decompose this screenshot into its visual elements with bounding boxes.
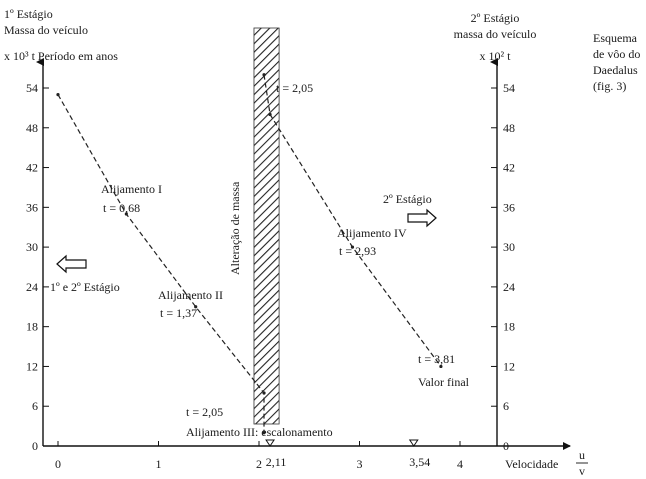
- x-axis-marker-triangle: [408, 439, 419, 447]
- right-axis-tick-label: 42: [503, 161, 515, 175]
- series-1-point: [56, 93, 60, 97]
- series-1-point: [124, 212, 128, 216]
- annotation-jettison-2-time: t = 1,37: [160, 306, 197, 320]
- annotation-staging-top-time: t = 2,05: [276, 81, 313, 95]
- left-axis-tick-label: 54: [26, 81, 38, 95]
- left-arrow-label: 1º e 2º Estágio: [50, 280, 120, 294]
- left-axis-title-line3: x 10³ t Período em anos: [4, 49, 118, 63]
- annotation-final-title: Valor final: [418, 375, 470, 389]
- x-axis-tick-label: 4: [457, 457, 463, 471]
- annotation-final-time: t = 3,81: [418, 352, 455, 366]
- right-axis-tick-label: 18: [503, 320, 515, 334]
- right-axis-tick-label: 36: [503, 200, 515, 214]
- side-caption-line1: Esquema: [593, 31, 638, 45]
- right-arrow-label: 2º Estágio: [383, 192, 432, 206]
- x-axis-tick-label: 1: [156, 457, 162, 471]
- left-axis-title-line2: Massa do veículo: [4, 23, 88, 37]
- right-arrow-icon: [407, 208, 437, 228]
- right-axis-title-line3: x 10² t: [480, 49, 512, 63]
- left-arrow-icon: [56, 254, 87, 274]
- series-1-point: [262, 431, 266, 435]
- series-2-point: [439, 364, 443, 369]
- right-axis-tick-label: 48: [503, 121, 515, 135]
- x-axis-marker-label: 2,11: [266, 455, 287, 469]
- series-1-point: [262, 391, 266, 395]
- side-caption-line3: Daedalus: [593, 63, 638, 77]
- x-axis-tick-label: 0: [55, 457, 61, 471]
- x-axis-label-numerator: u: [579, 448, 585, 462]
- series-line-1: [57, 94, 265, 433]
- x-axis-marker-label: 3,54: [409, 455, 430, 469]
- annotation-jettison-3-time: t = 2,05: [186, 405, 223, 419]
- x-axis-tick-label: 2: [256, 457, 262, 471]
- x-axis-label: Velocidade: [505, 457, 558, 471]
- x-axis-label-denominator: v: [579, 464, 585, 478]
- x-axis-marker-triangle: [265, 439, 275, 447]
- x-axis-tick-label: 3: [357, 457, 363, 471]
- left-axis-tick-label: 48: [26, 121, 38, 135]
- left-axis-tick-label: 30: [26, 240, 38, 254]
- right-axis-tick-label: 0: [503, 439, 509, 453]
- left-axis-tick-label: 12: [26, 359, 38, 373]
- series-2-point: [268, 112, 272, 117]
- band-label: Alteração de massa: [228, 181, 242, 275]
- annotation-jettison-1-time: t = 0,68: [103, 201, 140, 215]
- left-axis-tick-label: 42: [26, 161, 38, 175]
- left-axis-tick-label: 36: [26, 200, 38, 214]
- right-axis-tick-label: 54: [503, 81, 515, 95]
- right-axis-tick-label: 30: [503, 240, 515, 254]
- left-axis-title-line1: 1º Estágio: [4, 7, 53, 21]
- series-line-2: [263, 74, 442, 367]
- series-2-point: [262, 73, 266, 77]
- right-axis-tick-label: 6: [503, 399, 509, 413]
- side-caption-line4: (fig. 3): [593, 79, 626, 93]
- left-axis-tick-label: 18: [26, 320, 38, 334]
- annotation-jettison-4-time: t = 2,93: [339, 244, 376, 258]
- annotation-jettison-3-title: Alijamento III: escalonamento: [186, 425, 333, 439]
- annotation-jettison-2-title: Alijamento II: [158, 288, 223, 302]
- annotation-jettison-4-title: Alijamento IV: [337, 226, 407, 240]
- right-axis-title-line1: 2º Estágio: [471, 11, 520, 25]
- series-2-point: [350, 245, 355, 249]
- left-axis-tick-label: 0: [32, 439, 38, 453]
- annotation-jettison-1-title: Alijamento I: [101, 182, 162, 196]
- left-axis-tick-label: 6: [32, 399, 38, 413]
- side-caption-line2: de vôo do: [593, 47, 640, 61]
- series-1-point: [194, 305, 198, 309]
- right-axis-tick-label: 12: [503, 359, 515, 373]
- left-axis-tick-label: 24: [26, 280, 38, 294]
- right-axis-tick-label: 24: [503, 280, 515, 294]
- right-axis-title-line2: massa do veículo: [454, 27, 537, 41]
